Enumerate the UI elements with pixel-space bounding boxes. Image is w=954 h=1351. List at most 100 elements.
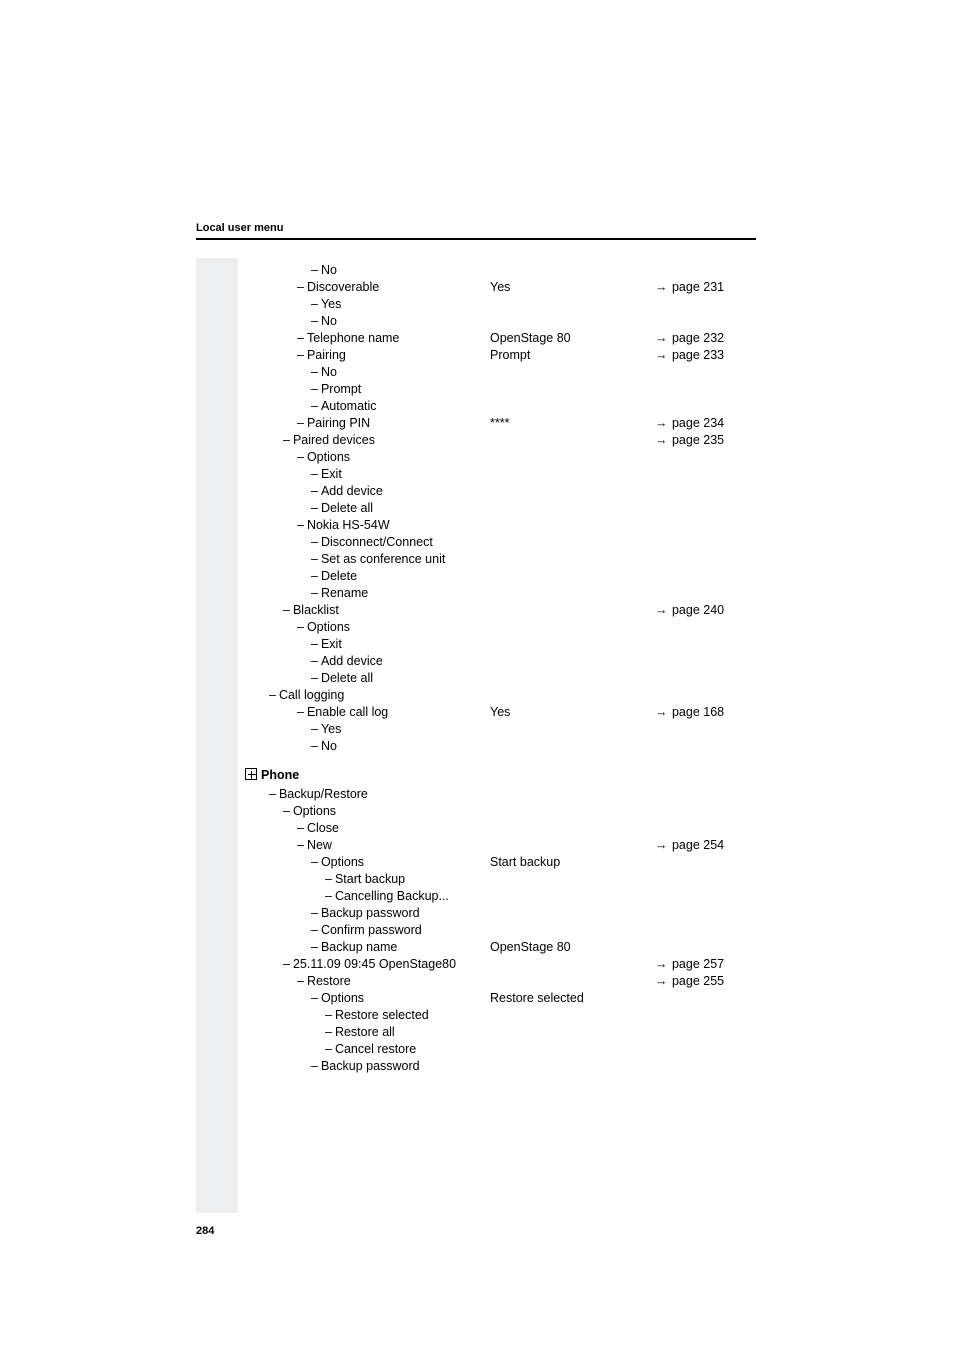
dash-icon: –	[325, 1008, 332, 1022]
dash-icon: –	[325, 889, 332, 903]
page-reference	[655, 568, 756, 585]
menu-item-value	[490, 432, 655, 449]
menu-item-value	[490, 262, 655, 279]
menu-row: –Delete all	[245, 670, 756, 687]
menu-row: –Backup password	[245, 905, 756, 922]
dash-icon: –	[311, 1059, 318, 1073]
dash-icon: –	[297, 518, 304, 532]
arrow-right-icon: →	[655, 957, 668, 971]
menu-item-label: –Blacklist	[245, 602, 490, 619]
menu-row: –Paired devices→ page 235	[245, 432, 756, 449]
page-reference	[655, 262, 756, 279]
dash-icon: –	[311, 569, 318, 583]
menu-row: –Add device	[245, 483, 756, 500]
menu-item-text: Pairing	[307, 348, 346, 362]
menu-item-value: Restore selected	[490, 990, 655, 1007]
menu-item-value: ****	[490, 415, 655, 432]
menu-item-value	[490, 398, 655, 415]
dash-icon: –	[311, 855, 318, 869]
menu-row: –Exit	[245, 636, 756, 653]
menu-row: –Add device	[245, 653, 756, 670]
menu-item-text: 25.11.09 09:45 OpenStage80	[293, 957, 456, 971]
dash-icon: –	[297, 838, 304, 852]
menu-item-value	[490, 803, 655, 820]
menu-item-label: –Options	[245, 449, 490, 466]
menu-item-label: –Enable call log	[245, 704, 490, 721]
menu-item-value	[490, 619, 655, 636]
menu-item-label: –Automatic	[245, 398, 490, 415]
menu-item-text: Set as conference unit	[321, 552, 445, 566]
menu-item-text: Blacklist	[293, 603, 339, 617]
menu-item-label: –Backup/Restore	[245, 786, 490, 803]
menu-row: –Options	[245, 449, 756, 466]
page-reference-text: page 233	[669, 348, 725, 362]
dash-icon: –	[311, 637, 318, 651]
dash-icon: –	[283, 433, 290, 447]
arrow-right-icon: →	[655, 348, 668, 362]
menu-row: –Disconnect/Connect	[245, 534, 756, 551]
menu-item-text: Options	[321, 855, 364, 869]
page-reference	[655, 517, 756, 534]
menu-row: –Backup password	[245, 1058, 756, 1075]
menu-item-value: OpenStage 80	[490, 939, 655, 956]
menu-item-value	[490, 786, 655, 803]
menu-item-value: Yes	[490, 704, 655, 721]
menu-item-text: Close	[307, 821, 339, 835]
menu-item-value	[490, 364, 655, 381]
dash-icon: –	[325, 872, 332, 886]
dash-icon: –	[311, 535, 318, 549]
page-reference	[655, 296, 756, 313]
menu-item-text: Restore selected	[335, 1008, 429, 1022]
menu-item-value	[490, 871, 655, 888]
menu-item-text: Backup password	[321, 1059, 420, 1073]
page-reference	[655, 585, 756, 602]
menu-item-text: Delete all	[321, 671, 373, 685]
page-reference	[655, 364, 756, 381]
page-reference	[655, 381, 756, 398]
menu-item-text: Exit	[321, 637, 342, 651]
menu-item-label: –Call logging	[245, 687, 490, 704]
arrow-right-icon: →	[655, 280, 668, 294]
menu-item-label: –Rename	[245, 585, 490, 602]
menu-item-label: –Yes	[245, 296, 490, 313]
menu-item-label: –Restore selected	[245, 1007, 490, 1024]
menu-item-text: No	[321, 365, 337, 379]
menu-item-label: –Confirm password	[245, 922, 490, 939]
menu-row: –Backup/Restore	[245, 786, 756, 803]
menu-item-label: –Cancel restore	[245, 1041, 490, 1058]
menu-row: –25.11.09 09:45 OpenStage80→ page 257	[245, 956, 756, 973]
dash-icon: –	[297, 821, 304, 835]
menu-item-value	[490, 483, 655, 500]
menu-item-text: Automatic	[321, 399, 377, 413]
page-reference	[655, 905, 756, 922]
dash-icon: –	[297, 280, 304, 294]
menu-item-value	[490, 517, 655, 534]
menu-row: –New→ page 254	[245, 837, 756, 854]
menu-item-value	[490, 602, 655, 619]
dash-icon: –	[311, 314, 318, 328]
menu-item-label: –Disconnect/Connect	[245, 534, 490, 551]
menu-row: –OptionsRestore selected	[245, 990, 756, 1007]
page-reference-text: page 168	[669, 705, 725, 719]
page-reference: → page 233	[655, 347, 756, 364]
menu-row: –Backup nameOpenStage 80	[245, 939, 756, 956]
page-reference	[655, 854, 756, 871]
page-reference	[655, 1024, 756, 1041]
menu-row: –Cancel restore	[245, 1041, 756, 1058]
menu-item-text: Yes	[321, 722, 341, 736]
menu-row: –Yes	[245, 721, 756, 738]
menu-row: –Cancelling Backup...	[245, 888, 756, 905]
dash-icon: –	[283, 957, 290, 971]
page-reference	[655, 398, 756, 415]
menu-item-text: Restore all	[335, 1025, 395, 1039]
dash-icon: –	[311, 382, 318, 396]
menu-row: –No	[245, 313, 756, 330]
dash-icon: –	[311, 722, 318, 736]
menu-item-text: No	[321, 314, 337, 328]
menu-row: –Set as conference unit	[245, 551, 756, 568]
dash-icon: –	[311, 365, 318, 379]
menu-item-text: Start backup	[335, 872, 405, 886]
menu-row: –Close	[245, 820, 756, 837]
menu-item-label: –25.11.09 09:45 OpenStage80	[245, 956, 490, 973]
menu-item-label: –Paired devices	[245, 432, 490, 449]
